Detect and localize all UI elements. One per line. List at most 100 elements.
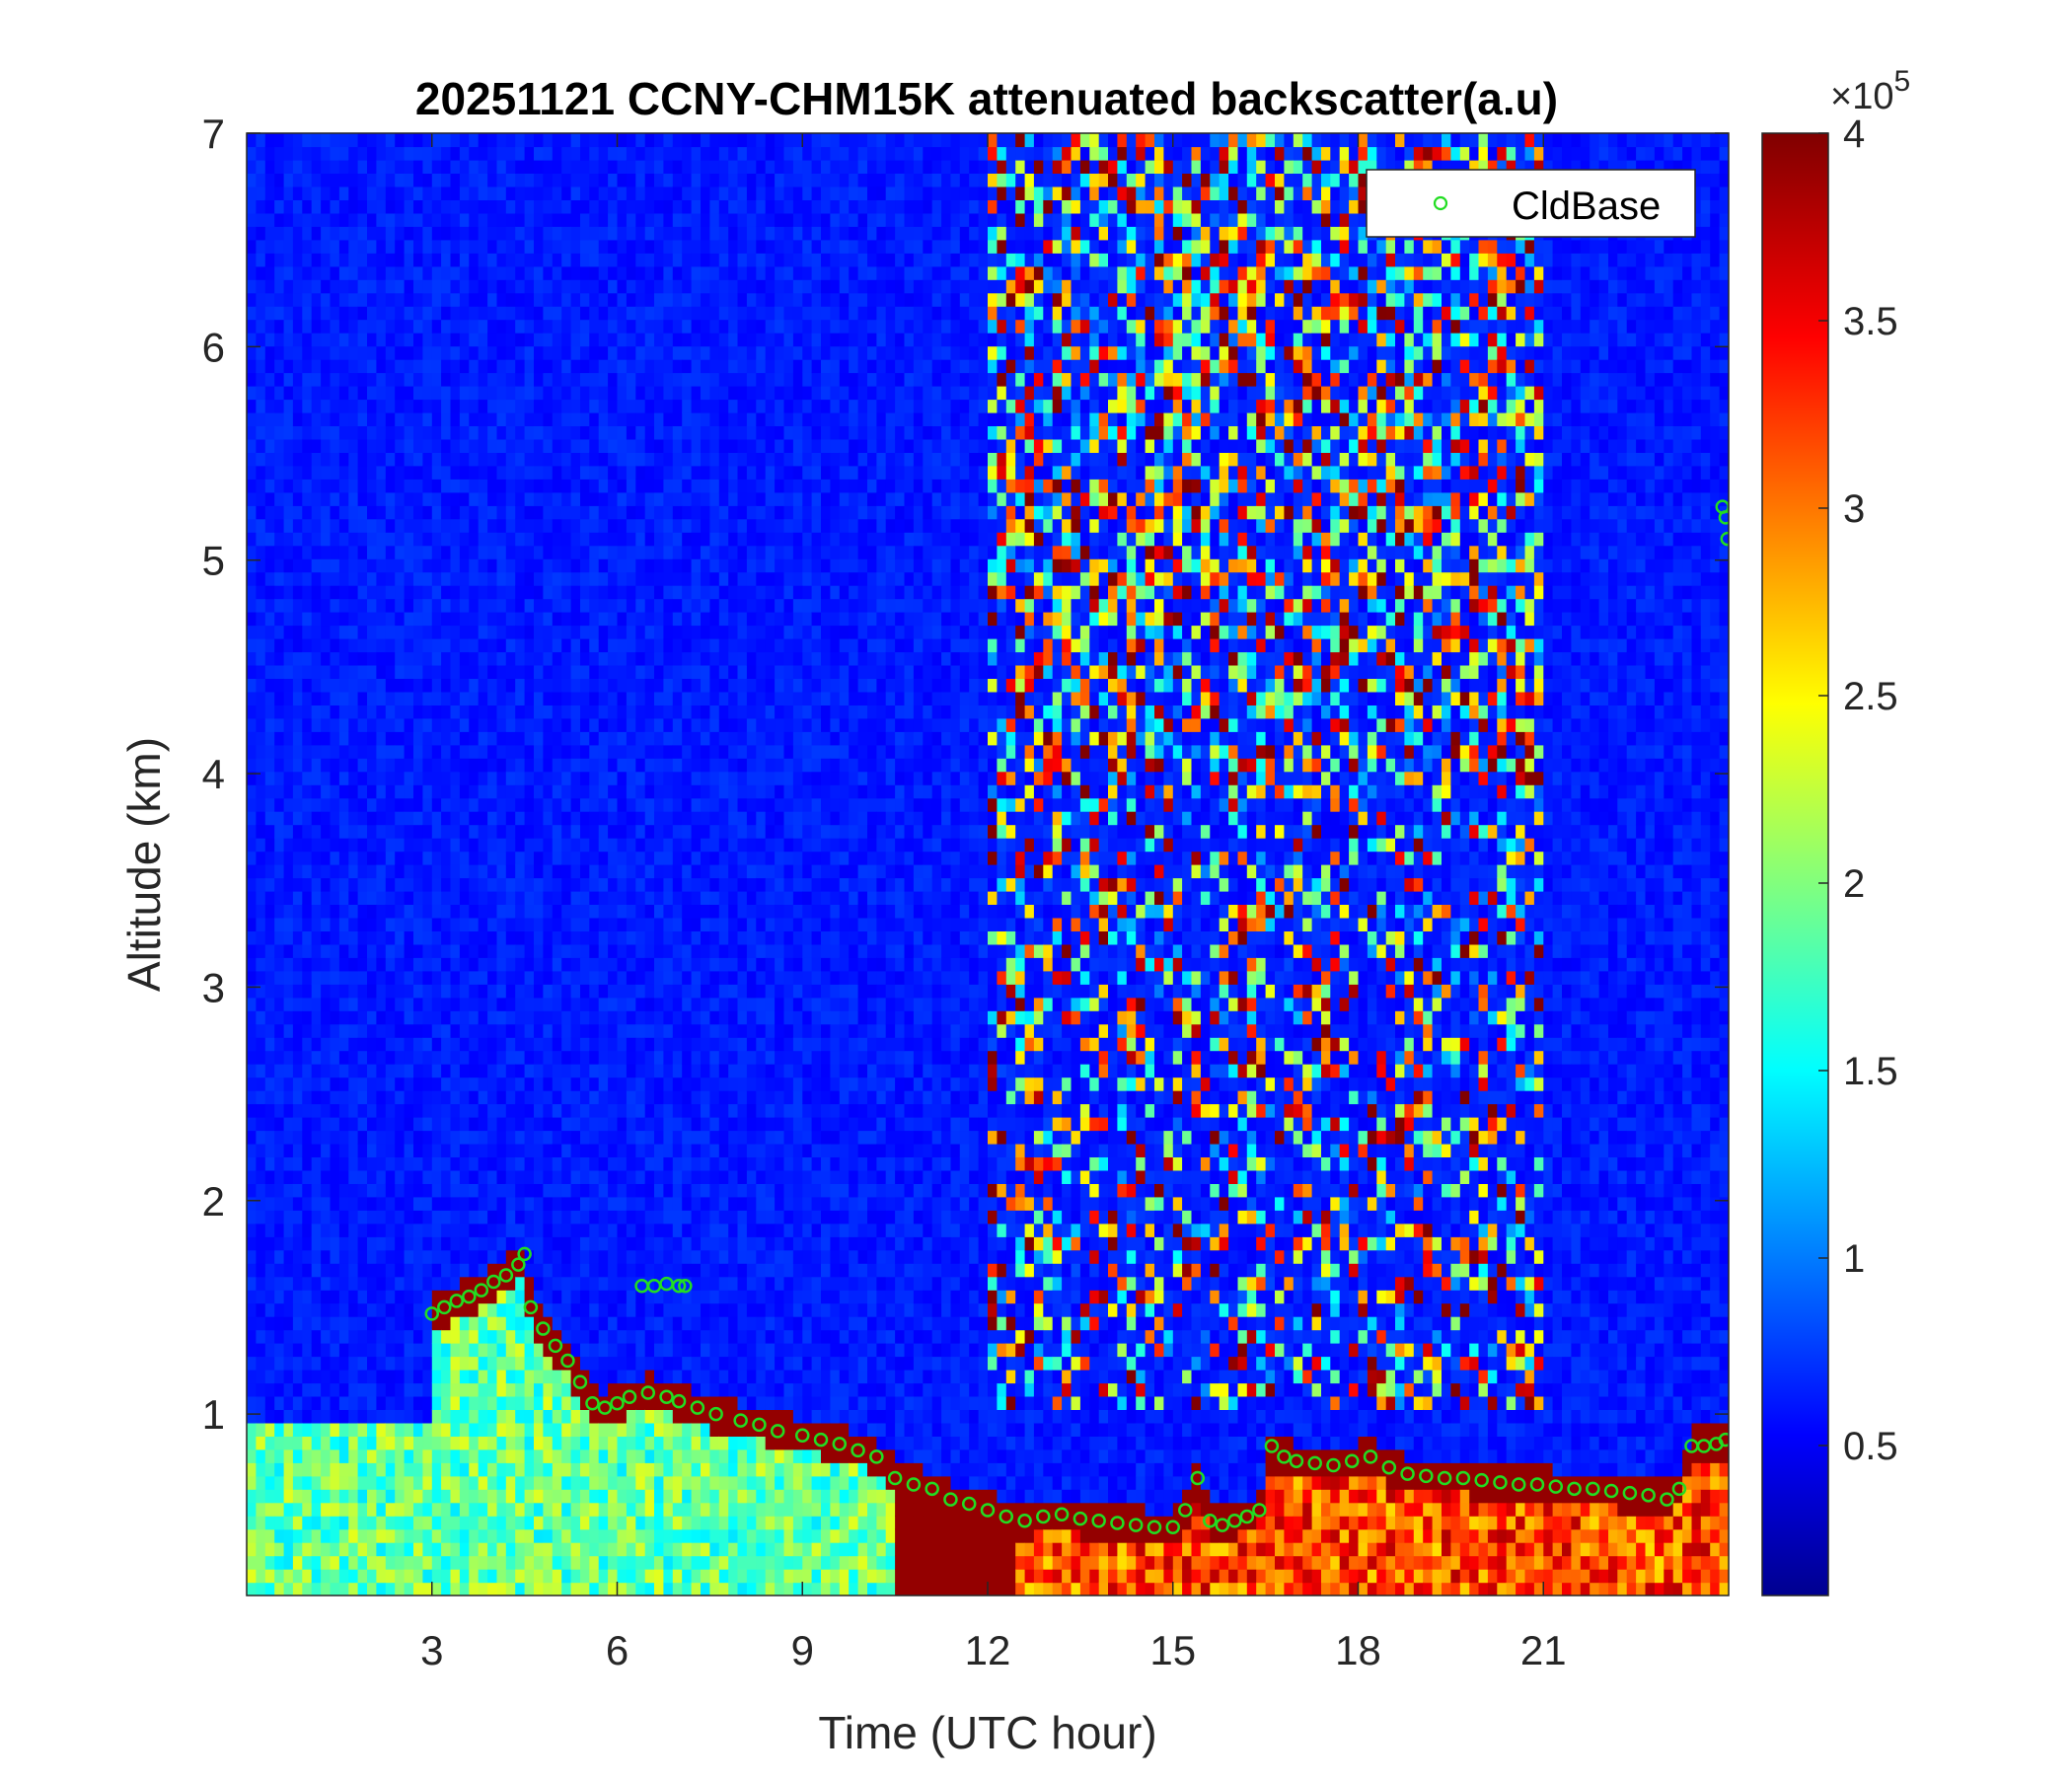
heatmap-cell (450, 664, 461, 679)
heatmap-cell (608, 505, 619, 520)
heatmap-cell (635, 1370, 646, 1384)
heatmap-cell (496, 811, 507, 826)
heatmap-cell (321, 1236, 332, 1251)
heatmap-cell (441, 438, 452, 453)
heatmap-cell (478, 452, 488, 467)
heatmap-cell (321, 1370, 332, 1384)
heatmap-cell (264, 717, 275, 732)
heatmap-cell (478, 1516, 488, 1530)
heatmap-cell (580, 1130, 590, 1145)
heatmap-cell (589, 1290, 600, 1304)
heatmap-cell (321, 1462, 332, 1477)
heatmap-cell (385, 731, 396, 746)
heatmap-cell (478, 333, 488, 347)
heatmap-cell (441, 1050, 452, 1065)
heatmap-cell (292, 1196, 303, 1211)
heatmap-cell (598, 133, 609, 148)
heatmap-cell (598, 1502, 609, 1517)
heatmap-cell (348, 253, 359, 267)
heatmap-cell (534, 372, 544, 387)
heatmap-cell (302, 1223, 313, 1237)
heatmap-cell (644, 997, 655, 1011)
heatmap-cell (654, 1169, 664, 1184)
heatmap-cell (469, 306, 480, 321)
heatmap-cell (534, 1249, 544, 1264)
heatmap-cell (292, 970, 303, 985)
heatmap-cell (274, 824, 285, 839)
heatmap-cell (330, 651, 340, 666)
heatmap-cell (330, 784, 340, 799)
heatmap-cell (617, 146, 628, 161)
heatmap-cell (524, 173, 535, 187)
heatmap-cell (422, 1236, 433, 1251)
heatmap-cell (330, 425, 340, 440)
heatmap-cell (552, 744, 562, 759)
heatmap-cell (348, 651, 359, 666)
heatmap-cell (431, 917, 442, 931)
heatmap-cell (404, 1502, 414, 1517)
heatmap-cell (589, 1223, 600, 1237)
heatmap-cell (617, 1462, 628, 1477)
heatmap-cell (478, 811, 488, 826)
heatmap-cell (404, 1448, 414, 1463)
heatmap-cell (404, 571, 414, 586)
heatmap-cell (413, 1436, 423, 1450)
heatmap-cell (570, 838, 581, 853)
heatmap-cell (654, 1023, 664, 1038)
heatmap-cell (292, 691, 303, 705)
heatmap-cell (404, 1169, 414, 1184)
heatmap-cell (247, 465, 257, 480)
heatmap-cell (589, 1302, 600, 1317)
heatmap-cell (663, 1076, 674, 1091)
heatmap-cell (580, 877, 590, 892)
heatmap-cell (626, 505, 636, 520)
heatmap-cell (395, 930, 406, 945)
heatmap-cell (256, 239, 266, 254)
heatmap-cell (561, 1236, 572, 1251)
heatmap-cell (450, 173, 461, 187)
heatmap-cell (264, 1183, 275, 1198)
heatmap-cell (395, 744, 406, 759)
heatmap-cell (385, 226, 396, 241)
heatmap-cell (302, 1276, 313, 1291)
heatmap-cell (311, 784, 322, 799)
heatmap-cell (422, 1076, 433, 1091)
heatmap-cell (552, 239, 562, 254)
heatmap-cell (321, 1582, 332, 1595)
heatmap-cell (376, 333, 387, 347)
heatmap-cell (515, 797, 526, 812)
heatmap-cell (589, 1276, 600, 1291)
heatmap-cell (617, 917, 628, 931)
heatmap-cell (404, 133, 414, 148)
heatmap-cell (552, 411, 562, 426)
heatmap-cell (292, 1448, 303, 1463)
heatmap-cell (395, 1502, 406, 1517)
heatmap-cell (357, 638, 368, 653)
heatmap-cell (524, 957, 535, 972)
heatmap-cell (385, 1569, 396, 1584)
heatmap-cell (292, 678, 303, 693)
heatmap-cell (302, 292, 313, 307)
heatmap-cell (478, 864, 488, 879)
heatmap-cell (487, 186, 498, 200)
heatmap-cell (395, 1183, 406, 1198)
heatmap-cell (459, 133, 470, 148)
heatmap-cell (515, 1037, 526, 1052)
heatmap-cell (654, 1210, 664, 1224)
heatmap-cell (515, 239, 526, 254)
heatmap-cell (663, 1276, 674, 1291)
heatmap-cell (580, 664, 590, 679)
heatmap-cell (617, 1076, 628, 1091)
heatmap-cell (247, 159, 257, 174)
heatmap-cell (395, 1370, 406, 1384)
heatmap-cell (422, 1143, 433, 1157)
heatmap-cell (515, 638, 526, 653)
heatmap-cell (469, 518, 480, 533)
heatmap-cell (469, 1329, 480, 1344)
heatmap-cell (580, 1249, 590, 1264)
heatmap-cell (505, 186, 516, 200)
heatmap-cell (626, 491, 636, 506)
heatmap-cell (395, 970, 406, 985)
heatmap-cell (395, 705, 406, 719)
heatmap-cell (395, 638, 406, 653)
